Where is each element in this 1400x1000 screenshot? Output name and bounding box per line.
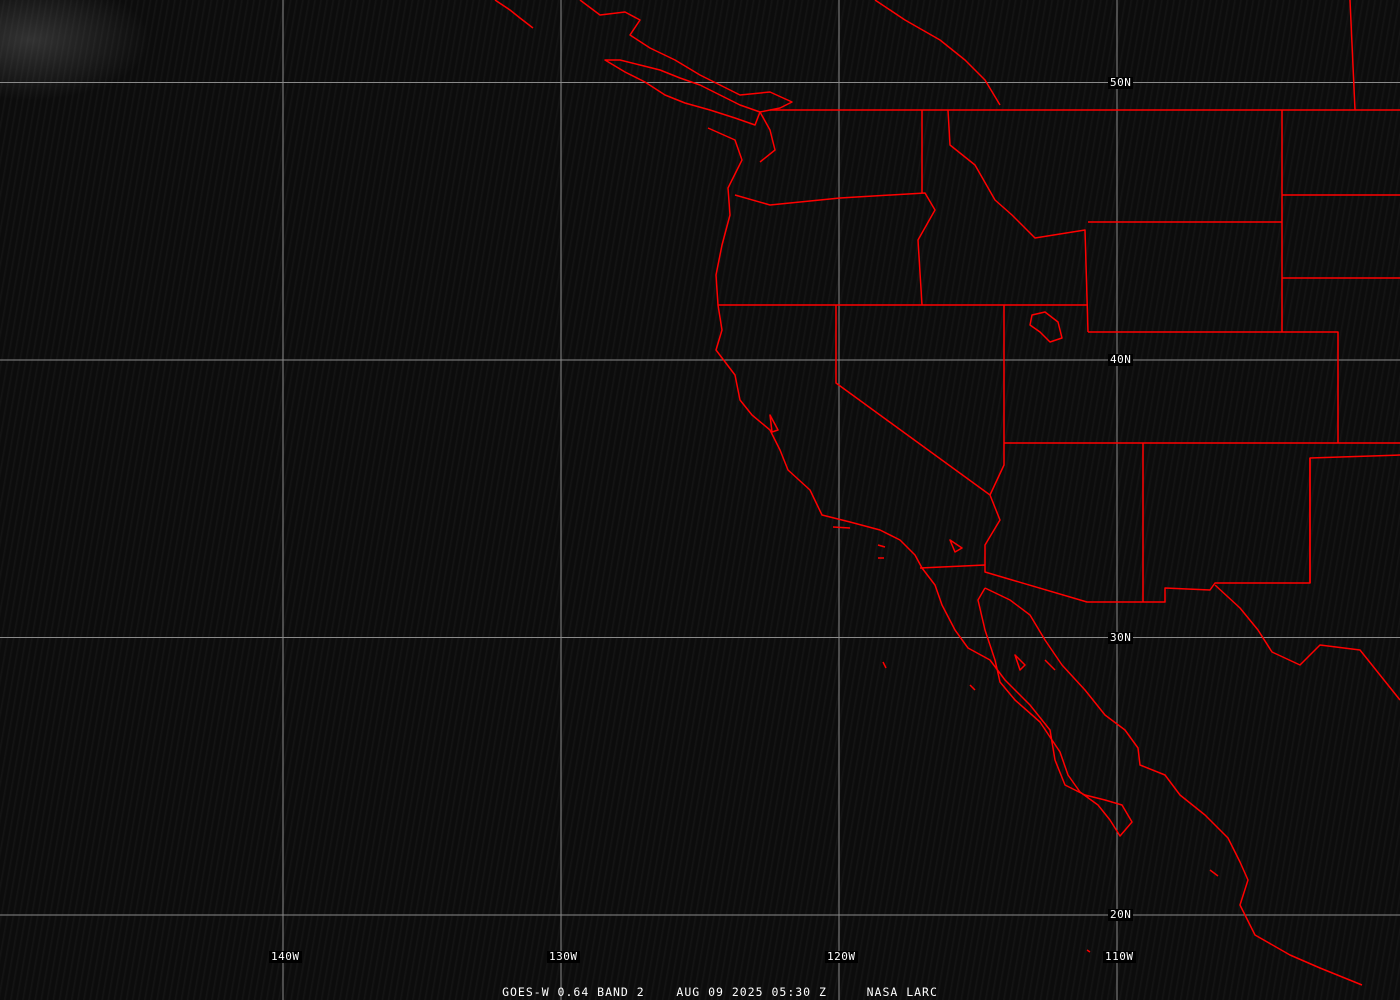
latitude-label: 40N	[1108, 353, 1134, 366]
us-west-coastline	[707, 127, 923, 569]
latitude-label: 20N	[1108, 908, 1134, 921]
baja-california-coastline	[921, 567, 1133, 837]
mexico-mainland-coastline	[984, 587, 1363, 986]
vancouver-island	[604, 59, 761, 126]
great-salt-lake	[1029, 311, 1063, 343]
latitude-label: 50N	[1108, 75, 1134, 89]
latitude-label: 30N	[1108, 630, 1134, 644]
image-source: NASA LARC	[866, 985, 938, 999]
longitude-label: 140W	[269, 950, 302, 963]
longitude-label: 130W	[547, 950, 580, 963]
satellite-band: GOES-W 0.64 BAND 2	[502, 985, 645, 999]
image-caption: GOES-W 0.64 BAND 2 AUG 09 2025 05:30 Z N…	[0, 985, 1400, 999]
channel-islands	[769, 414, 1219, 953]
mexico-us-border	[919, 454, 1400, 603]
bc-coastline	[494, 0, 793, 163]
observation-time: AUG 09 2025 05:30 Z	[676, 985, 827, 999]
longitude-label: 120W	[825, 950, 858, 963]
longitude-label: 110W	[1103, 950, 1136, 963]
gulf-of-mexico-coastline	[1214, 584, 1400, 701]
us-state-borders	[718, 109, 1400, 602]
canada-us-border	[770, 0, 1400, 111]
